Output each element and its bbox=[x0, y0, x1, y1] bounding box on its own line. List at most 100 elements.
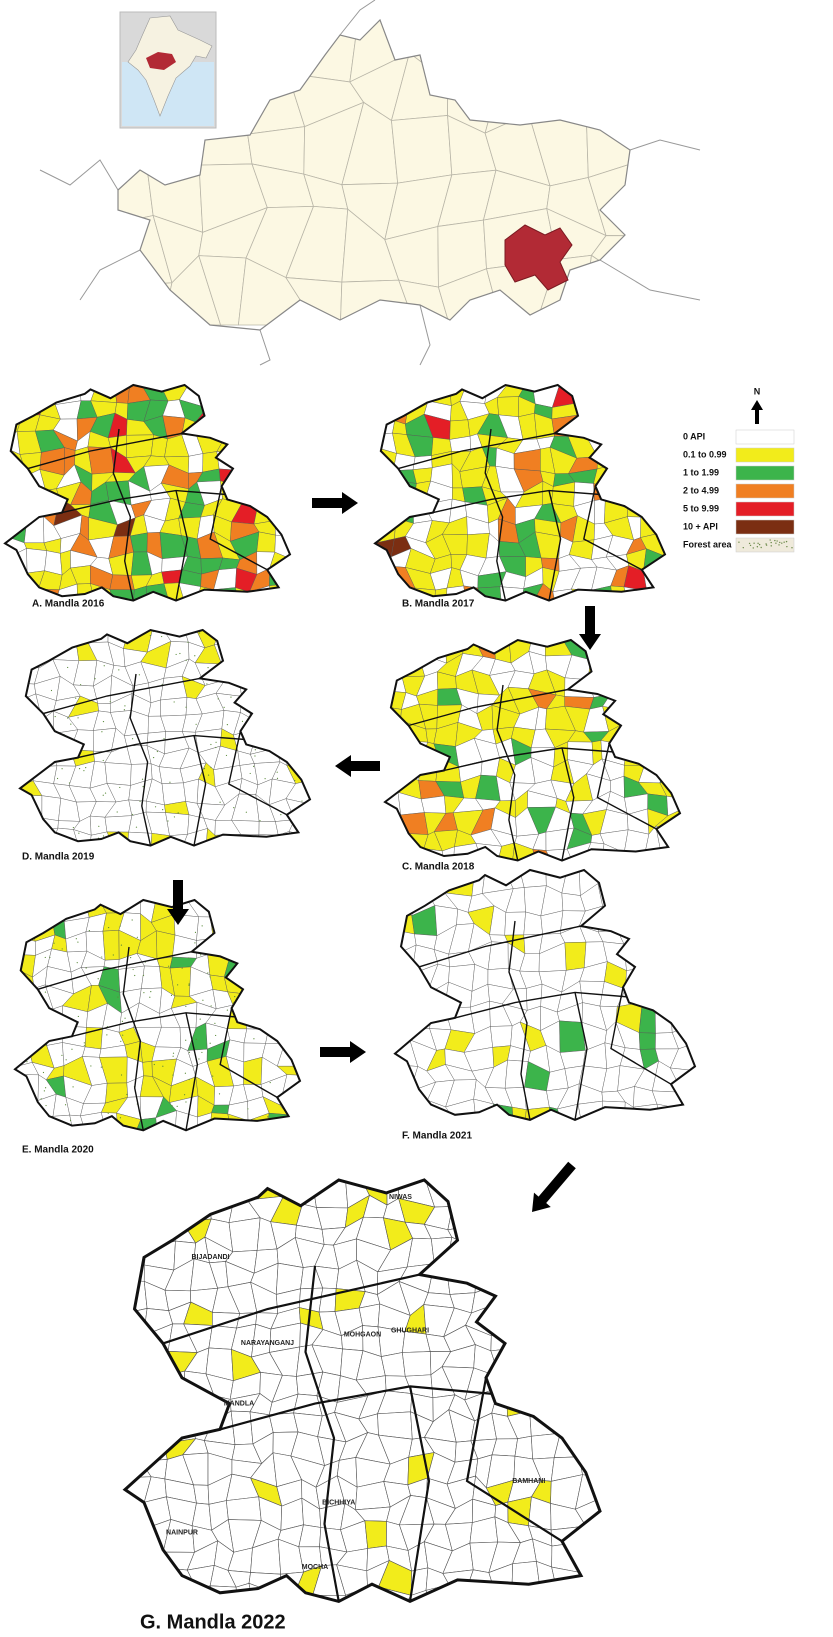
forest-dot bbox=[112, 840, 114, 842]
forest-dot bbox=[290, 839, 292, 841]
block-name: NAINPUR bbox=[166, 1529, 198, 1536]
forest-dot bbox=[276, 777, 279, 779]
block-name: MOHGAON bbox=[344, 1332, 381, 1339]
district bbox=[491, 1237, 516, 1264]
district bbox=[441, 20, 505, 83]
forest-dot bbox=[179, 652, 181, 655]
district bbox=[275, 630, 292, 647]
district bbox=[551, 1541, 586, 1573]
district bbox=[641, 464, 665, 484]
district bbox=[283, 914, 300, 935]
district bbox=[600, 640, 630, 662]
forest-dot bbox=[194, 942, 196, 944]
district bbox=[5, 588, 29, 601]
district bbox=[418, 756, 439, 782]
district bbox=[579, 400, 593, 421]
district bbox=[73, 630, 90, 644]
legend-swatch bbox=[735, 429, 795, 445]
district bbox=[587, 399, 614, 425]
district bbox=[20, 630, 40, 653]
district bbox=[404, 640, 427, 662]
forest-dot bbox=[234, 635, 236, 637]
district bbox=[646, 708, 664, 733]
forest-dot bbox=[188, 1051, 191, 1053]
block-border bbox=[122, 946, 144, 1131]
forest-dot bbox=[207, 972, 209, 974]
legend-label: 10 + API bbox=[683, 521, 718, 531]
block-border bbox=[496, 684, 519, 861]
forest-dot bbox=[70, 723, 72, 725]
forest-dot bbox=[209, 1042, 211, 1044]
district bbox=[488, 1201, 522, 1228]
district bbox=[598, 905, 621, 933]
forest-dot bbox=[237, 1008, 239, 1010]
district bbox=[554, 1392, 584, 1419]
forest-dot bbox=[76, 962, 78, 964]
district bbox=[268, 419, 290, 438]
district bbox=[249, 709, 281, 731]
forest-dot bbox=[199, 1018, 201, 1020]
forest-dot bbox=[167, 820, 169, 822]
forest-dot bbox=[249, 689, 251, 691]
block-border bbox=[508, 920, 531, 1120]
forest-dot bbox=[758, 543, 761, 546]
forest-dot bbox=[223, 706, 225, 708]
forest-dot bbox=[249, 1126, 251, 1128]
district bbox=[509, 1581, 541, 1602]
forest-dot bbox=[295, 640, 297, 642]
district bbox=[267, 679, 293, 701]
district bbox=[514, 1435, 534, 1460]
forest-dot bbox=[185, 1101, 187, 1103]
panel-label: B. Mandla 2017 bbox=[402, 599, 475, 610]
block-border bbox=[418, 925, 582, 968]
forest-dot bbox=[121, 1020, 124, 1022]
district bbox=[602, 1100, 626, 1120]
forest-dot bbox=[300, 715, 302, 718]
district bbox=[20, 830, 44, 846]
district bbox=[375, 399, 395, 421]
forest-dot bbox=[98, 825, 100, 827]
district bbox=[265, 932, 287, 958]
district bbox=[160, 697, 188, 717]
district bbox=[265, 914, 287, 935]
forest-dot bbox=[88, 930, 90, 932]
district bbox=[572, 385, 596, 403]
forest-dot bbox=[170, 994, 173, 996]
forest-dot bbox=[19, 1125, 22, 1127]
forest-dot bbox=[135, 826, 138, 828]
district bbox=[274, 505, 290, 523]
mandla-districts bbox=[20, 630, 310, 846]
district bbox=[488, 1220, 522, 1241]
district bbox=[254, 412, 276, 438]
forest-dot bbox=[33, 1107, 35, 1110]
district bbox=[101, 1112, 119, 1131]
district bbox=[624, 741, 648, 766]
forest-dot bbox=[168, 965, 170, 967]
forest-dot bbox=[753, 542, 755, 544]
district bbox=[125, 1456, 152, 1479]
district bbox=[596, 455, 617, 470]
district bbox=[555, 1243, 583, 1271]
forest-dot bbox=[156, 750, 158, 753]
forest-dot bbox=[201, 1051, 203, 1054]
district bbox=[466, 1220, 494, 1250]
district bbox=[417, 640, 447, 664]
forest-dot bbox=[122, 1127, 124, 1129]
forest-dot bbox=[33, 804, 35, 806]
forest-dot bbox=[194, 655, 196, 657]
district bbox=[144, 1180, 173, 1204]
forest-dot bbox=[290, 716, 293, 718]
district bbox=[395, 1103, 415, 1120]
district bbox=[251, 915, 268, 940]
district bbox=[573, 1260, 600, 1294]
district bbox=[509, 1348, 536, 1374]
forest-dot bbox=[67, 666, 69, 669]
forest-dot bbox=[258, 665, 260, 667]
forest-dot bbox=[286, 630, 288, 631]
block-border bbox=[175, 490, 189, 601]
forest-dot bbox=[77, 1015, 79, 1018]
forest-dot bbox=[302, 680, 304, 682]
forest-dot bbox=[45, 1087, 47, 1089]
district bbox=[202, 451, 220, 473]
mandla-districts bbox=[5, 385, 290, 601]
